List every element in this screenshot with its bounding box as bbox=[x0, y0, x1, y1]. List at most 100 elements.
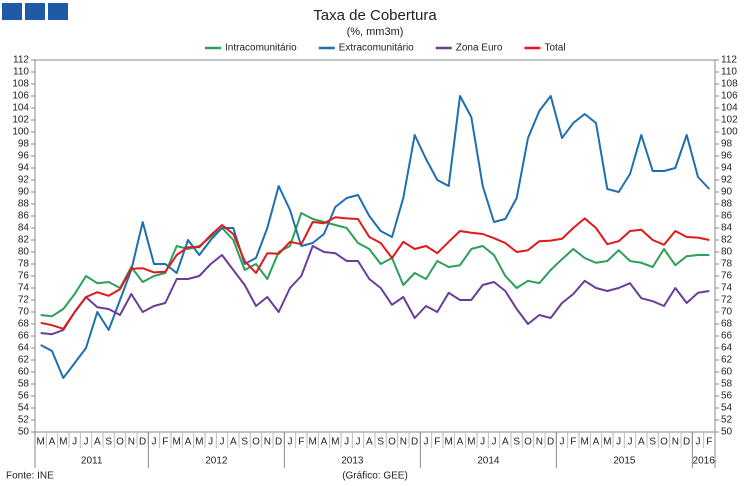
source-note: Fonte: INE bbox=[6, 471, 54, 482]
x-tick-label: M bbox=[308, 437, 316, 448]
y2-tick-label: 54 bbox=[721, 403, 733, 414]
y2-tick-label: 66 bbox=[721, 331, 733, 342]
y-tick-label: 60 bbox=[18, 367, 30, 378]
y-tick-label: 52 bbox=[18, 415, 30, 426]
y-tick-label: 88 bbox=[18, 199, 30, 210]
y2-tick-label: 72 bbox=[721, 295, 733, 306]
y2-tick-label: 110 bbox=[721, 67, 737, 78]
y2-tick-label: 70 bbox=[721, 307, 733, 318]
y2-tick-label: 104 bbox=[721, 103, 738, 114]
x-tick-label: A bbox=[457, 437, 464, 448]
x-tick-label: M bbox=[331, 437, 339, 448]
x-tick-label: O bbox=[116, 437, 124, 448]
chart-subtitle: (%, mm3m) bbox=[347, 26, 404, 38]
x-tick-label: A bbox=[502, 437, 509, 448]
x-tick-label: O bbox=[388, 437, 396, 448]
y-tick-label: 66 bbox=[18, 331, 30, 342]
x-tick-label: S bbox=[513, 437, 520, 448]
y-tick-label: 80 bbox=[18, 247, 30, 258]
y-tick-label: 94 bbox=[18, 163, 30, 174]
y2-tick-label: 68 bbox=[721, 319, 733, 330]
y2-tick-label: 112 bbox=[721, 55, 737, 66]
chart-title: Taxa de Cobertura bbox=[313, 7, 437, 24]
year-label: 2015 bbox=[613, 456, 636, 467]
y-tick-label: 96 bbox=[18, 151, 30, 162]
x-tick-label: N bbox=[264, 437, 271, 448]
y-tick-label: 68 bbox=[18, 319, 30, 330]
y-tick-label: 106 bbox=[12, 91, 29, 102]
y-tick-label: 76 bbox=[18, 271, 30, 282]
x-tick-label: J bbox=[696, 437, 701, 448]
year-label: 2013 bbox=[341, 456, 364, 467]
y-tick-label: 102 bbox=[12, 115, 29, 126]
x-tick-label: M bbox=[195, 437, 203, 448]
x-tick-label: J bbox=[220, 437, 225, 448]
x-tick-label: A bbox=[49, 437, 56, 448]
x-tick-label: F bbox=[570, 437, 576, 448]
y2-tick-label: 82 bbox=[721, 235, 733, 246]
x-tick-label: O bbox=[252, 437, 260, 448]
y2-tick-label: 94 bbox=[721, 163, 733, 174]
y2-tick-label: 56 bbox=[721, 391, 733, 402]
y-tick-label: 108 bbox=[12, 79, 29, 90]
x-tick-label: J bbox=[480, 437, 485, 448]
x-tick-label: A bbox=[638, 437, 645, 448]
y2-tick-label: 100 bbox=[721, 127, 738, 138]
x-tick-label: S bbox=[377, 437, 384, 448]
y2-tick-label: 92 bbox=[721, 175, 733, 186]
y2-tick-label: 86 bbox=[721, 211, 733, 222]
y-tick-label: 58 bbox=[18, 379, 30, 390]
legend-label: Total bbox=[544, 43, 565, 54]
x-tick-label: J bbox=[152, 437, 157, 448]
x-tick-label: J bbox=[492, 437, 497, 448]
y2-tick-label: 74 bbox=[721, 283, 733, 294]
y2-tick-label: 80 bbox=[721, 247, 733, 258]
x-tick-label: S bbox=[649, 437, 656, 448]
x-tick-label: F bbox=[434, 437, 440, 448]
credit-note: (Gráfico: GEE) bbox=[342, 471, 408, 482]
x-tick-label: D bbox=[139, 437, 146, 448]
x-tick-label: D bbox=[275, 437, 282, 448]
x-tick-label: J bbox=[356, 437, 361, 448]
logo-block bbox=[25, 3, 45, 20]
y2-tick-label: 102 bbox=[721, 115, 738, 126]
y2-tick-label: 108 bbox=[721, 79, 738, 90]
y2-tick-label: 64 bbox=[721, 343, 733, 354]
y-tick-label: 78 bbox=[18, 259, 30, 270]
x-tick-label: J bbox=[208, 437, 213, 448]
y-tick-label: 50 bbox=[18, 427, 30, 438]
year-label: 2014 bbox=[477, 456, 500, 467]
y-tick-label: 54 bbox=[18, 403, 30, 414]
x-tick-label: A bbox=[593, 437, 600, 448]
x-tick-label: A bbox=[321, 437, 328, 448]
x-tick-label: M bbox=[603, 437, 611, 448]
y2-tick-label: 106 bbox=[721, 91, 738, 102]
x-tick-label: O bbox=[524, 437, 532, 448]
x-tick-label: A bbox=[94, 437, 101, 448]
y2-tick-label: 96 bbox=[721, 151, 733, 162]
x-tick-label: M bbox=[36, 437, 44, 448]
x-tick-label: D bbox=[547, 437, 554, 448]
logo-block bbox=[48, 3, 68, 20]
y2-tick-label: 98 bbox=[721, 139, 733, 150]
series-line bbox=[40, 245, 710, 336]
x-tick-label: F bbox=[162, 437, 168, 448]
y2-tick-label: 78 bbox=[721, 259, 733, 270]
x-tick-label: J bbox=[628, 437, 633, 448]
x-tick-label: J bbox=[616, 437, 621, 448]
y2-tick-label: 58 bbox=[721, 379, 733, 390]
legend-label: Zona Euro bbox=[456, 43, 503, 54]
x-tick-label: N bbox=[128, 437, 135, 448]
x-tick-label: D bbox=[683, 437, 690, 448]
series-line bbox=[40, 212, 710, 318]
y-tick-label: 112 bbox=[13, 55, 29, 66]
x-tick-label: J bbox=[424, 437, 429, 448]
x-tick-label: M bbox=[59, 437, 67, 448]
legend-label: Extracomunitário bbox=[339, 43, 414, 54]
x-tick-label: M bbox=[444, 437, 452, 448]
x-tick-label: J bbox=[288, 437, 293, 448]
y2-tick-label: 90 bbox=[721, 187, 733, 198]
y2-tick-label: 50 bbox=[721, 427, 733, 438]
y-tick-label: 82 bbox=[18, 235, 30, 246]
y2-tick-label: 60 bbox=[721, 367, 733, 378]
